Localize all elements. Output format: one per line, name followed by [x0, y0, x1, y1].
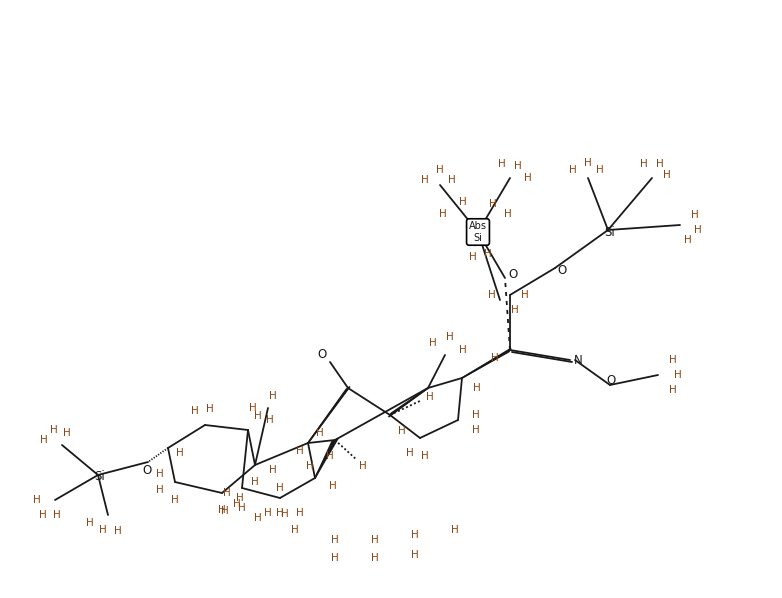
- Text: O: O: [508, 269, 518, 282]
- Text: H: H: [86, 518, 94, 528]
- Text: H: H: [329, 481, 337, 491]
- Text: H: H: [398, 426, 406, 436]
- Text: H: H: [504, 209, 512, 219]
- Text: H: H: [296, 446, 304, 456]
- Text: H: H: [39, 510, 47, 520]
- Text: H: H: [276, 508, 284, 518]
- Text: H: H: [489, 199, 497, 209]
- Text: H: H: [411, 550, 419, 560]
- Text: H: H: [596, 165, 604, 175]
- Text: H: H: [511, 305, 519, 315]
- Text: H: H: [156, 469, 164, 479]
- Text: H: H: [206, 404, 213, 414]
- Text: H: H: [176, 448, 184, 458]
- Text: H: H: [264, 508, 272, 518]
- Text: H: H: [331, 553, 339, 563]
- Text: H: H: [254, 513, 262, 523]
- Text: H: H: [514, 161, 522, 171]
- Text: H: H: [99, 525, 107, 535]
- Text: H: H: [521, 290, 529, 300]
- Text: H: H: [472, 425, 480, 435]
- Text: H: H: [326, 451, 334, 461]
- Text: H: H: [371, 535, 378, 545]
- Text: H: H: [674, 370, 682, 380]
- Text: H: H: [269, 465, 277, 475]
- Text: H: H: [473, 383, 481, 393]
- Text: H: H: [421, 451, 429, 461]
- Text: H: H: [191, 406, 199, 416]
- Text: H: H: [249, 403, 256, 413]
- Text: H: H: [491, 353, 499, 363]
- Text: H: H: [331, 535, 339, 545]
- Text: H: H: [429, 338, 437, 348]
- Text: H: H: [498, 159, 506, 169]
- Text: H: H: [459, 345, 467, 355]
- Text: H: H: [669, 355, 677, 365]
- Text: H: H: [291, 525, 299, 535]
- Text: H: H: [663, 170, 671, 180]
- Text: H: H: [33, 495, 41, 505]
- Text: H: H: [436, 165, 444, 175]
- Text: H: H: [40, 435, 48, 445]
- Text: H: H: [569, 165, 577, 175]
- Text: N: N: [574, 353, 583, 367]
- Text: H: H: [156, 485, 164, 495]
- Text: H: H: [236, 493, 244, 503]
- Text: H: H: [218, 505, 226, 515]
- Text: H: H: [584, 158, 592, 168]
- Text: O: O: [317, 349, 327, 362]
- Text: H: H: [694, 225, 702, 235]
- Text: H: H: [656, 159, 664, 169]
- Text: Si: Si: [604, 225, 615, 239]
- Text: H: H: [684, 235, 692, 245]
- Text: O: O: [606, 374, 615, 386]
- Text: H: H: [221, 506, 229, 516]
- Text: H: H: [488, 290, 496, 300]
- Text: H: H: [691, 210, 699, 220]
- Text: H: H: [426, 392, 434, 402]
- Text: H: H: [281, 509, 289, 519]
- Text: O: O: [558, 264, 567, 276]
- Text: H: H: [276, 483, 284, 493]
- Text: H: H: [50, 425, 58, 435]
- Text: H: H: [524, 173, 532, 183]
- Text: H: H: [266, 415, 274, 425]
- Polygon shape: [308, 386, 350, 443]
- Text: H: H: [469, 252, 477, 262]
- Text: H: H: [411, 530, 419, 540]
- Text: H: H: [669, 385, 677, 395]
- Text: H: H: [296, 508, 304, 518]
- Text: H: H: [254, 411, 262, 421]
- Text: H: H: [53, 510, 61, 520]
- Text: H: H: [251, 477, 259, 487]
- Text: H: H: [63, 428, 71, 438]
- Text: H: H: [446, 332, 454, 342]
- Text: O: O: [142, 463, 152, 477]
- Text: H: H: [114, 526, 122, 536]
- Text: H: H: [484, 249, 492, 259]
- Text: H: H: [421, 175, 429, 185]
- Text: H: H: [316, 428, 324, 438]
- Polygon shape: [315, 438, 338, 478]
- Text: H: H: [448, 175, 456, 185]
- Text: Abs
Si: Abs Si: [469, 221, 487, 243]
- Text: H: H: [371, 553, 378, 563]
- Text: H: H: [171, 495, 179, 505]
- Text: H: H: [233, 499, 241, 509]
- Text: H: H: [640, 159, 647, 169]
- Text: H: H: [451, 525, 459, 535]
- Text: H: H: [359, 461, 367, 471]
- Text: H: H: [306, 461, 314, 471]
- Text: H: H: [406, 448, 414, 458]
- Text: H: H: [269, 391, 277, 401]
- Polygon shape: [462, 348, 511, 378]
- Text: H: H: [459, 197, 467, 207]
- Polygon shape: [389, 388, 428, 417]
- Text: H: H: [223, 488, 231, 498]
- Text: Si: Si: [95, 471, 106, 484]
- Text: H: H: [239, 503, 246, 513]
- Text: H: H: [439, 209, 447, 219]
- Text: H: H: [472, 410, 480, 420]
